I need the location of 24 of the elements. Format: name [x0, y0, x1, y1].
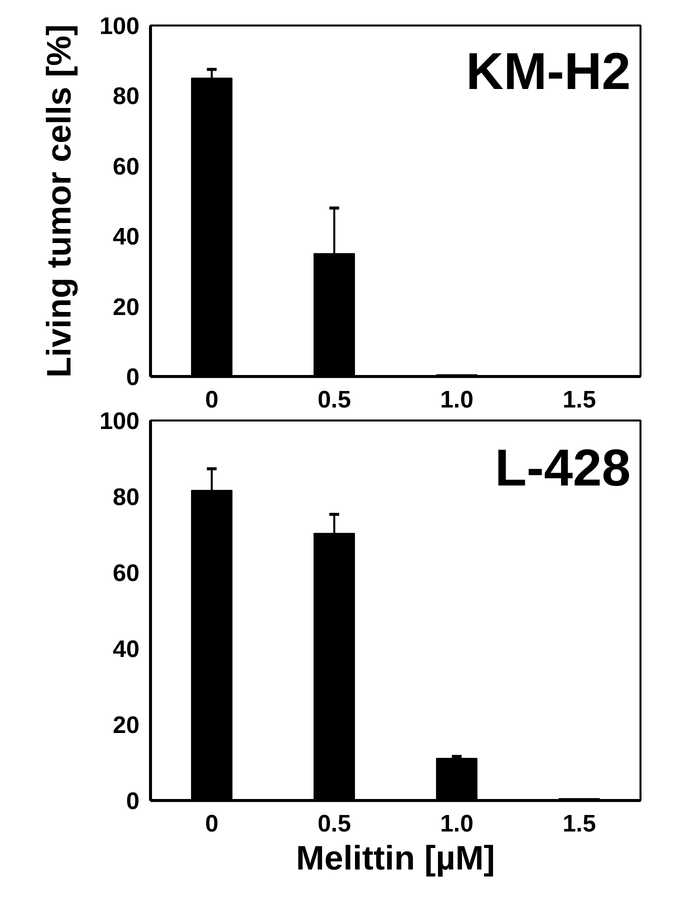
- y-tick-label: 60: [112, 153, 140, 180]
- y-tick-label: 0: [126, 364, 140, 391]
- y-tick-label: 40: [112, 636, 140, 663]
- y-tick-label: 80: [112, 83, 140, 110]
- chart-title: KM-H2: [466, 43, 631, 102]
- x-tick-label: 0: [205, 810, 218, 838]
- x-axis-title: Melittin [µM]: [296, 840, 496, 878]
- x-tick-label: 1.0: [440, 810, 474, 838]
- y-tick-label: 80: [112, 484, 140, 511]
- x-tick-label: 1.5: [562, 386, 596, 414]
- chart-title: L-428: [494, 440, 631, 498]
- x-tick-label: 0.5: [318, 386, 351, 414]
- y-tick-label: 20: [112, 294, 140, 321]
- y-tick-label: 0: [126, 788, 140, 815]
- y-axis-title: Living tumor cells [%]: [40, 24, 78, 378]
- x-tick-label: 1.5: [562, 810, 596, 838]
- y-tick-label: 60: [112, 560, 140, 587]
- y-tick-label: 20: [112, 712, 140, 739]
- y-tick-label: 40: [112, 224, 140, 251]
- x-tick-label: 0: [205, 386, 218, 414]
- y-tick-label: 100: [99, 408, 140, 435]
- x-tick-label: 1.0: [440, 386, 474, 414]
- y-tick-label: 100: [99, 13, 140, 40]
- x-tick-label: 0.5: [318, 810, 351, 838]
